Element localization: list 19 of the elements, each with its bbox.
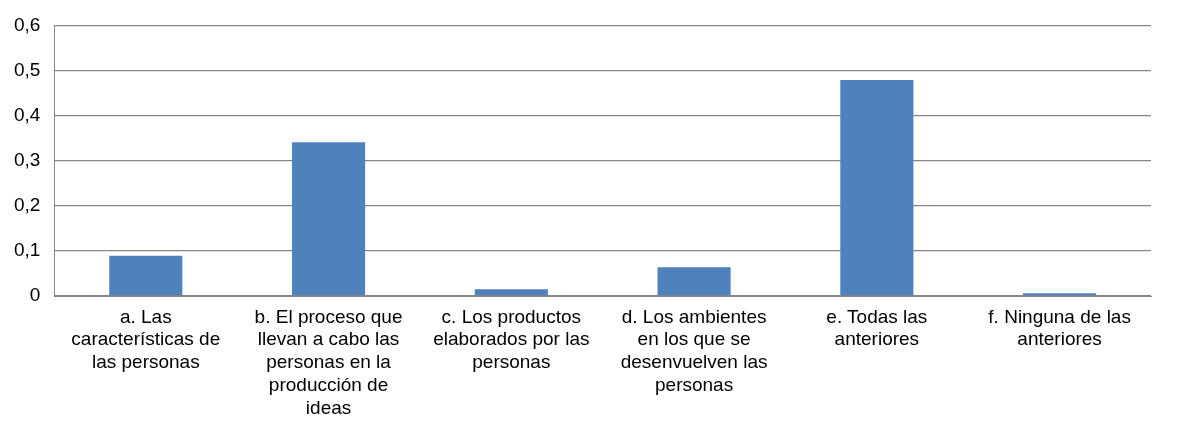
- y-tick-label: 0,1: [13, 239, 41, 261]
- y-tick-label: 0: [29, 284, 41, 306]
- x-tick-label: b. El proceso que llevan a cabo las personas en la producción de ideas: [254, 305, 403, 418]
- x-tick-label: a. Las características de las personas: [71, 305, 221, 373]
- y-tick-label: 0,2: [13, 194, 41, 216]
- y-tick-label: 0,3: [13, 148, 41, 170]
- x-tick-label: c. Los productos elaborados por las personas: [433, 305, 590, 373]
- bar: [840, 79, 914, 296]
- bar: [1023, 293, 1097, 296]
- bar: [474, 289, 548, 296]
- bar: [657, 267, 731, 296]
- bar: [109, 255, 183, 296]
- y-tick-label: 0,4: [13, 103, 41, 125]
- x-tick-label: e. Todas las anteriores: [826, 305, 928, 350]
- x-tick-label: d. Los ambientes en los que se desenvuelven las personas: [620, 305, 768, 396]
- y-tick-label: 0,5: [13, 58, 41, 80]
- bar: [292, 142, 366, 296]
- x-tick-label: f. Ninguna de las anteriores: [988, 305, 1131, 350]
- y-tick-label: 0,6: [13, 13, 41, 35]
